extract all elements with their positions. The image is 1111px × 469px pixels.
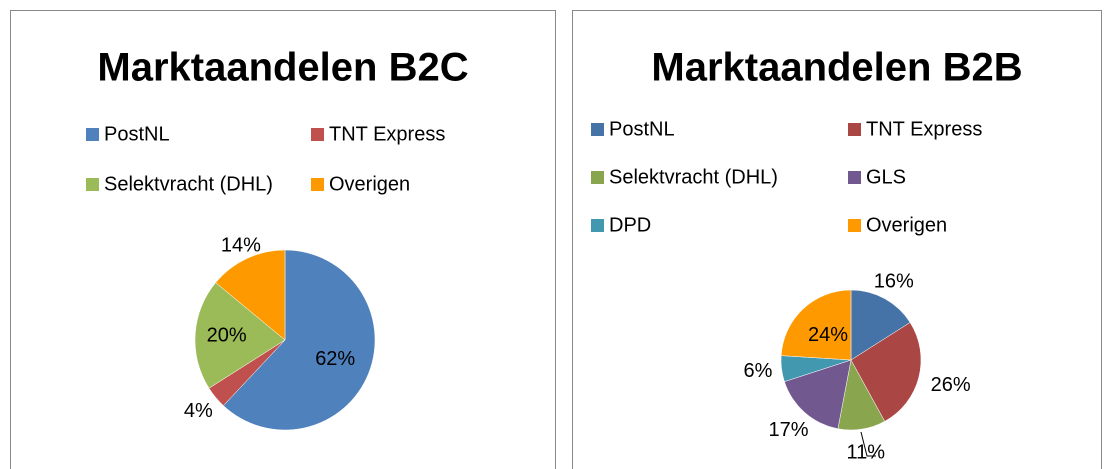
- chart-frame: [572, 10, 1102, 469]
- data-label: 14%: [221, 235, 261, 257]
- legend-swatch: [311, 128, 324, 141]
- legend-swatch: [848, 123, 861, 136]
- legend-swatch: [86, 128, 99, 141]
- legend-swatch: [86, 178, 99, 191]
- legend-label: TNT Express: [866, 118, 982, 140]
- pie-slice: [850, 289, 911, 361]
- data-label: 6%: [743, 360, 772, 382]
- pie-slice: [194, 282, 286, 389]
- legend-swatch: [591, 219, 604, 232]
- chart-frame: [10, 10, 556, 469]
- pie-slice: [850, 322, 922, 422]
- legend-swatch: [311, 178, 324, 191]
- legend-swatch: [591, 123, 604, 136]
- legend-swatch: [591, 171, 604, 184]
- legend-label: Selektvracht (DHL): [609, 166, 778, 188]
- pie-slice: [215, 249, 286, 341]
- data-label: 20%: [207, 325, 247, 347]
- legend-label: GLS: [866, 166, 906, 188]
- data-label: 16%: [874, 270, 914, 292]
- data-label: 26%: [931, 374, 971, 396]
- data-label: 4%: [184, 400, 213, 422]
- legend-label: PostNL: [104, 123, 170, 145]
- legend-label: PostNL: [609, 118, 675, 140]
- legend-label: Overigen: [329, 173, 410, 195]
- legend-label: Overigen: [866, 214, 947, 236]
- pie-slice: [784, 359, 852, 430]
- chart-title: Marktaandelen B2C: [97, 46, 468, 90]
- pie-slice: [780, 289, 852, 361]
- data-label: 62%: [315, 348, 355, 370]
- pie-slice: [223, 249, 376, 431]
- data-label: 24%: [808, 324, 848, 346]
- data-label: 17%: [768, 419, 808, 441]
- legend-swatch: [848, 171, 861, 184]
- legend-label: TNT Express: [329, 123, 445, 145]
- chart-title: Marktaandelen B2B: [651, 46, 1022, 90]
- legend-label: DPD: [609, 214, 651, 236]
- leader-line: [860, 431, 876, 457]
- legend-label: Selektvracht (DHL): [104, 173, 273, 195]
- legend-swatch: [848, 219, 861, 232]
- data-label: 11%: [847, 442, 886, 464]
